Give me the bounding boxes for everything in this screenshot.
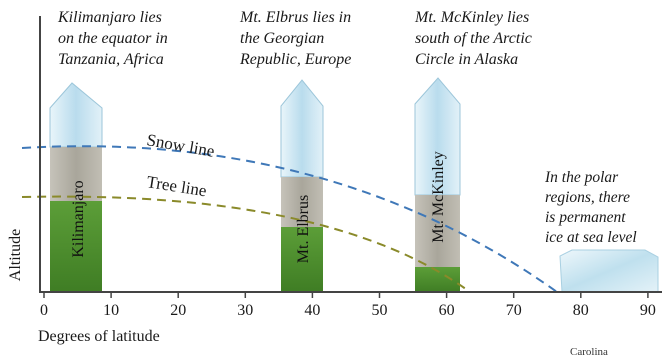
image-credit: Carolina bbox=[570, 346, 608, 358]
x-tick-label: 0 bbox=[40, 302, 48, 319]
mountain-kilimanjaro bbox=[49, 82, 103, 292]
annotation-line: south of the Arctic bbox=[415, 30, 532, 47]
annotation-line: Mt. Elbrus lies in bbox=[240, 9, 352, 26]
annotation-line: on the equator in bbox=[58, 30, 168, 47]
elbrus-label: Mt. Elbrus bbox=[295, 195, 312, 263]
kilimanjaro-label: Kilimanjaro bbox=[70, 180, 87, 257]
annotation-line: Mt. McKinley lies bbox=[415, 9, 530, 26]
mckinley-annotation: Mt. McKinley lies south of the Arctic Ci… bbox=[415, 7, 532, 70]
x-tick-label: 60 bbox=[439, 302, 455, 319]
kilimanjaro-annotation: Kilimanjaro lies on the equator in Tanza… bbox=[58, 7, 168, 70]
tree-line-curve bbox=[21, 195, 471, 293]
x-tick-label: 30 bbox=[237, 302, 253, 319]
annotation-line: Circle in Alaska bbox=[415, 51, 519, 68]
x-tick-label: 90 bbox=[640, 302, 656, 319]
mckinley-label: Mt. McKinley bbox=[430, 151, 447, 243]
x-tick-label: 20 bbox=[170, 302, 186, 319]
elbrus-annotation: Mt. Elbrus lies in the Georgian Republic… bbox=[240, 7, 351, 70]
x-tick-label: 40 bbox=[304, 302, 320, 319]
annotation-line: is permanent bbox=[545, 209, 626, 226]
y-axis-label: Altitude bbox=[7, 228, 24, 282]
annotation-line: Republic, Europe bbox=[240, 51, 352, 68]
polar-ice-block bbox=[559, 249, 659, 293]
x-tick-label: 10 bbox=[103, 302, 119, 319]
x-axis-label: Degrees of latitude bbox=[38, 328, 160, 345]
annotation-line: In the polar bbox=[545, 169, 619, 186]
x-tick-label: 50 bbox=[372, 302, 388, 319]
annotation-line: the Georgian bbox=[240, 30, 325, 47]
tree-line-label: Tree line bbox=[145, 172, 208, 200]
annotation-line: Kilimanjaro lies bbox=[58, 9, 162, 26]
mountain-mckinley bbox=[414, 77, 461, 292]
polar-annotation: In the polar regions, there is permanent… bbox=[545, 168, 637, 248]
mountain-elbrus bbox=[280, 79, 324, 292]
annotation-line: Tanzania, Africa bbox=[58, 51, 164, 68]
snow-line-label: Snow line bbox=[145, 130, 216, 161]
snow-line-curve bbox=[21, 145, 558, 293]
x-tick-label: 70 bbox=[506, 302, 522, 319]
x-axis-ticks: 0 10 20 30 40 50 60 70 80 90 bbox=[40, 292, 656, 319]
annotation-line: ice at sea level bbox=[545, 229, 637, 246]
annotation-line: regions, there bbox=[545, 189, 630, 206]
x-tick-label: 80 bbox=[573, 302, 589, 319]
